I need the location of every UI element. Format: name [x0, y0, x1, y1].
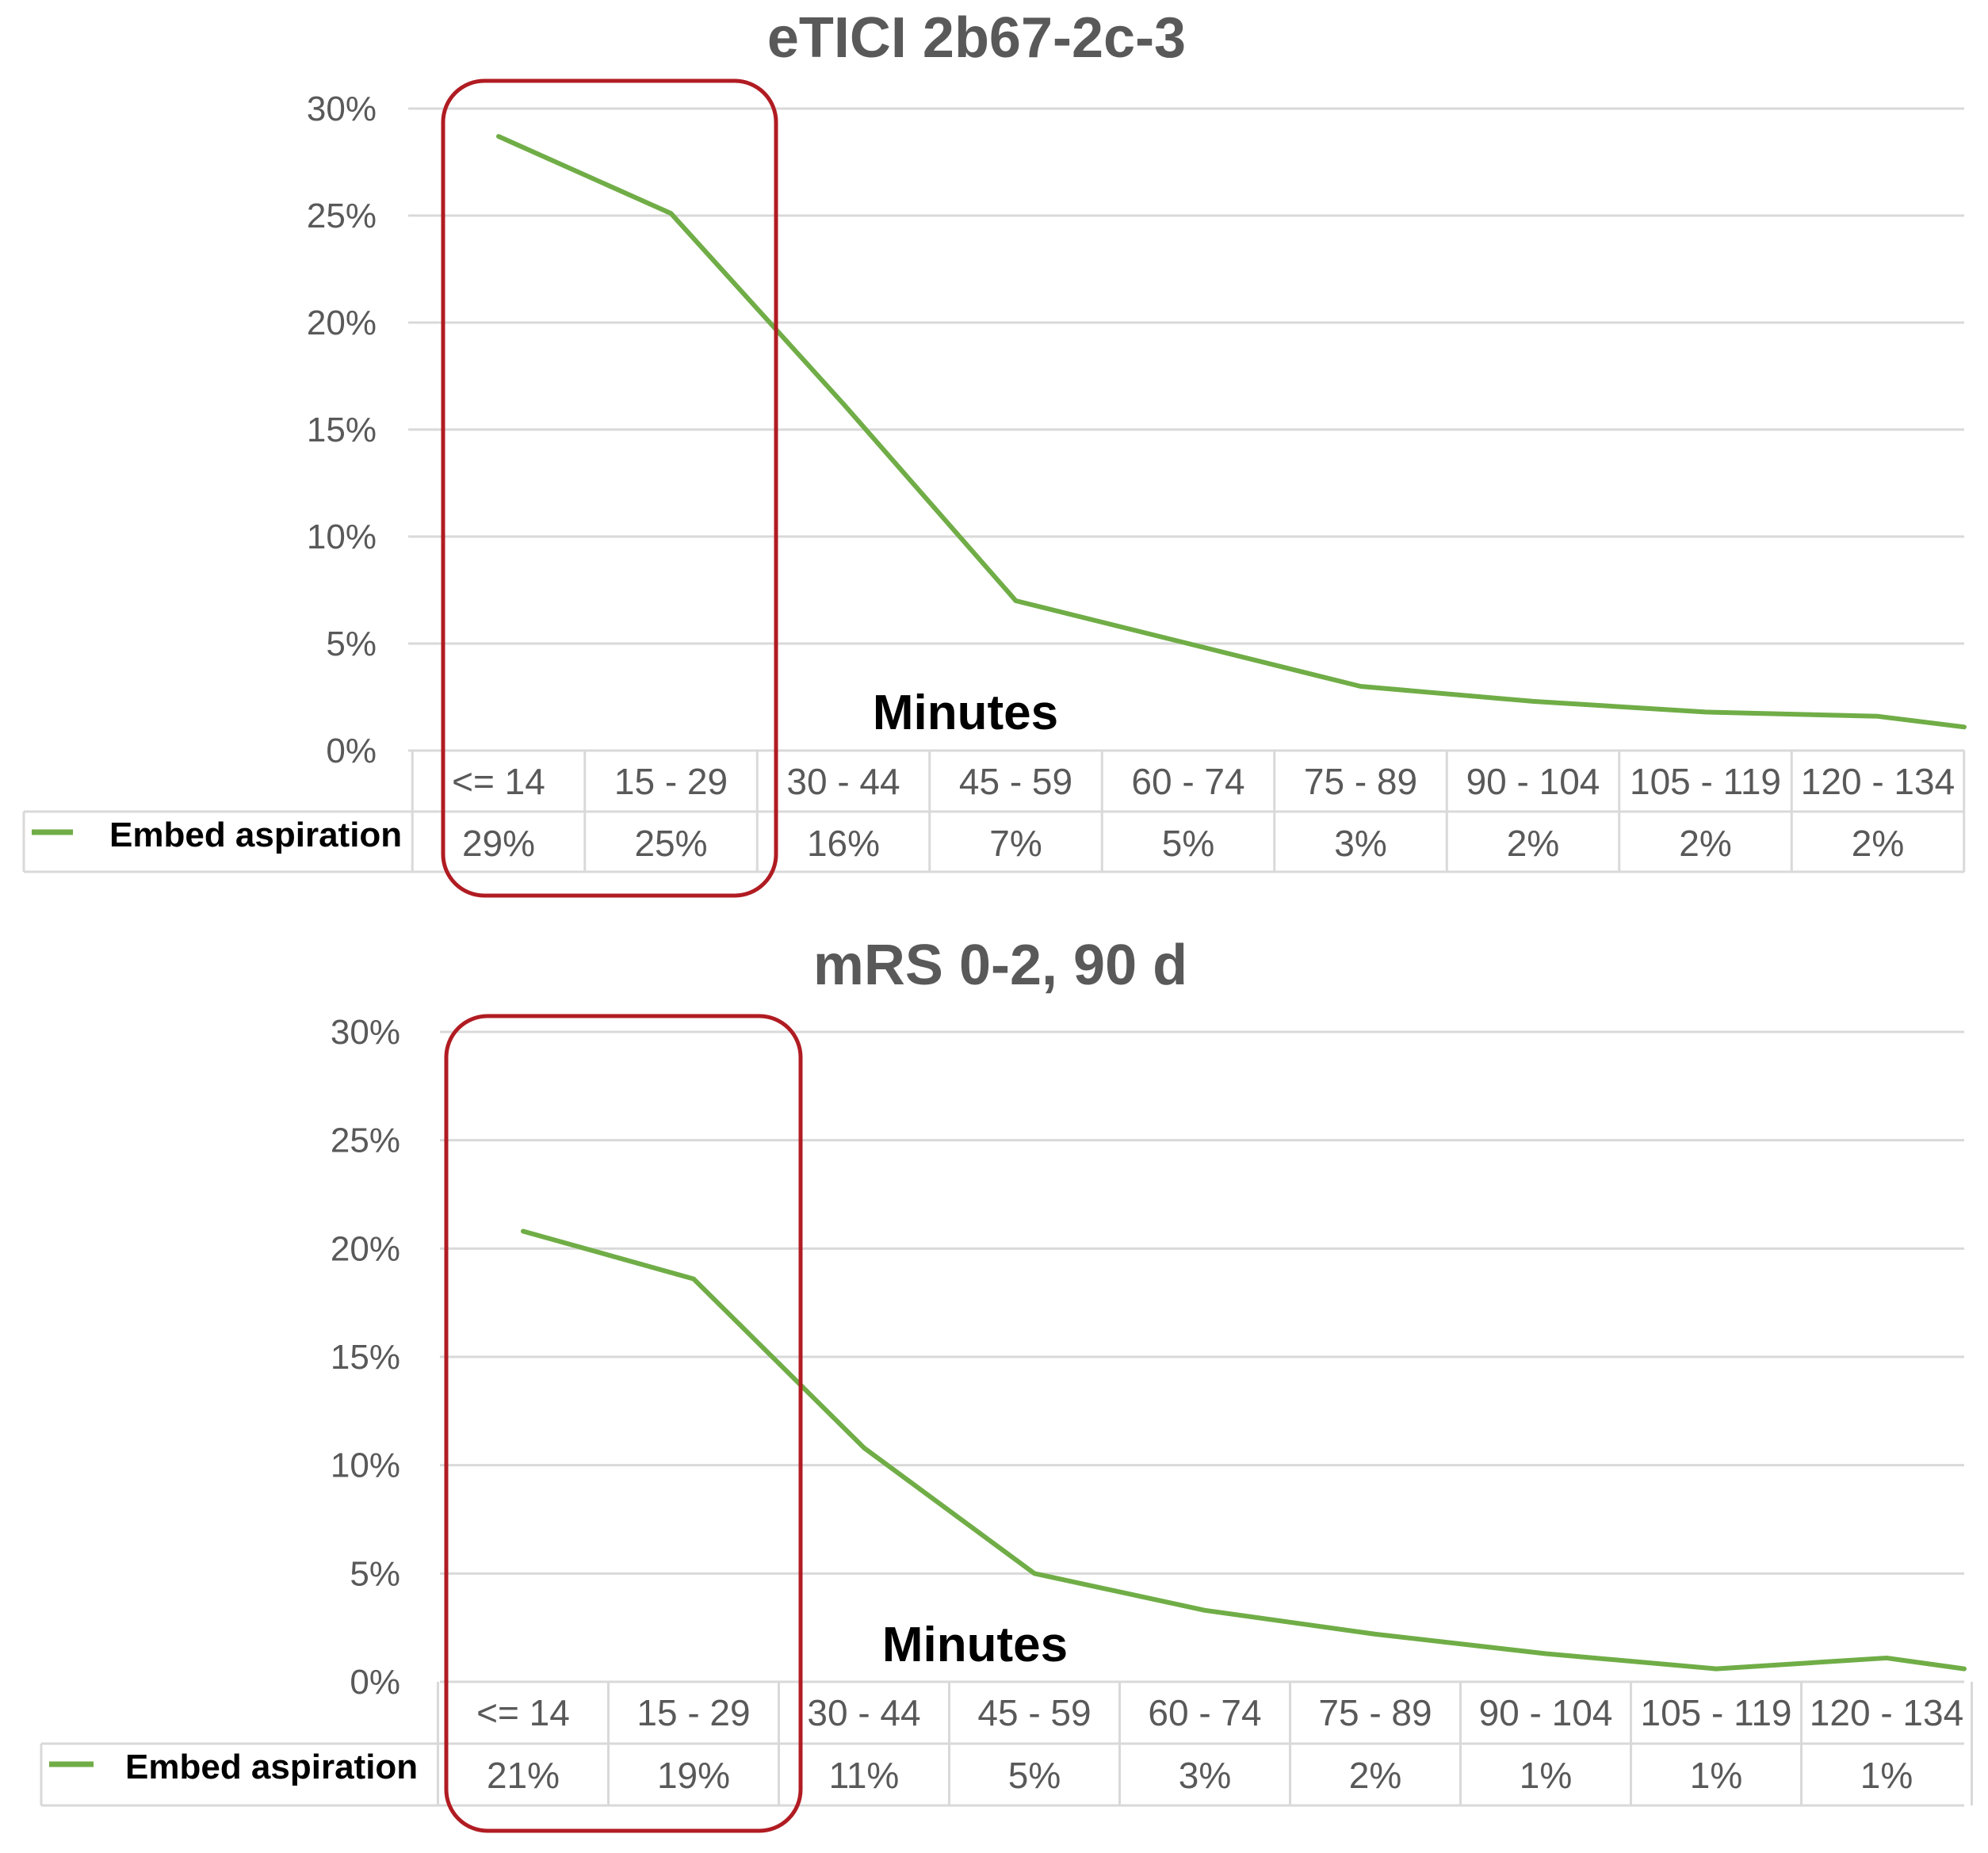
- x-category-label: 105 - 119: [1641, 1692, 1792, 1733]
- x-category-label: 75 - 89: [1318, 1692, 1432, 1733]
- data-table-value: 3%: [1179, 1755, 1231, 1796]
- chart-panel-1: eTICI 2b67-2c-3 30% 25% 20% 15% 10% 5% 0% <= 14 1…: [24, 6, 1964, 896]
- data-table-value: 25%: [634, 823, 707, 864]
- data-table-value: 7%: [989, 823, 1042, 864]
- chart-title: mRS 0-2, 90 d: [813, 934, 1187, 997]
- x-category-label: <= 14: [476, 1692, 570, 1733]
- x-category-label: 60 - 74: [1131, 761, 1244, 802]
- x-category-label: 45 - 59: [977, 1692, 1091, 1733]
- series-line: [499, 136, 1964, 727]
- data-table-value: 1%: [1520, 1755, 1572, 1796]
- y-tick-label: 25%: [307, 197, 377, 235]
- data-table-value: 2%: [1679, 823, 1731, 864]
- data-table-value: 5%: [1008, 1755, 1061, 1796]
- y-tick-label: 5%: [326, 625, 377, 663]
- y-tick-label: 0%: [326, 732, 377, 770]
- x-axis-label: Minutes: [882, 1618, 1068, 1672]
- x-category-label: 15 - 29: [614, 761, 728, 802]
- x-category-label: 90 - 104: [1479, 1692, 1613, 1733]
- y-tick-label: 20%: [331, 1229, 400, 1268]
- data-table-value: 11%: [829, 1755, 900, 1796]
- y-tick-label: 20%: [307, 304, 377, 342]
- data-table-value: 1%: [1860, 1755, 1913, 1796]
- x-category-label: 90 - 104: [1466, 761, 1600, 802]
- data-table-value: 19%: [657, 1755, 730, 1796]
- x-category-label: 75 - 89: [1304, 761, 1417, 802]
- y-tick-label: 30%: [331, 1013, 400, 1052]
- data-table-value: 5%: [1162, 823, 1214, 864]
- data-table-value: 29%: [462, 823, 535, 864]
- chart-panel-2: mRS 0-2, 90 d 30% 25% 20% 15% 10% 5% 0% <= 14 15 …: [41, 934, 1972, 1831]
- y-tick-label: 25%: [331, 1121, 400, 1160]
- y-tick-label: 10%: [307, 518, 377, 556]
- data-table-value: 16%: [807, 823, 880, 864]
- x-category-label: 15 - 29: [637, 1692, 750, 1733]
- x-category-label: 120 - 134: [1810, 1692, 1963, 1733]
- data-table-value: 1%: [1690, 1755, 1742, 1796]
- data-table-value: 2%: [1349, 1755, 1401, 1796]
- x-category-label: 30 - 44: [786, 761, 900, 802]
- legend-label: Embed aspiration: [125, 1748, 418, 1786]
- y-tick-label: 30%: [307, 90, 377, 128]
- legend-label: Embed aspiration: [109, 816, 402, 854]
- y-tick-label: 5%: [350, 1554, 400, 1593]
- x-category-label: 105 - 119: [1630, 761, 1781, 802]
- y-tick-label: 0%: [350, 1663, 400, 1702]
- data-table-value: 21%: [487, 1755, 560, 1796]
- x-category-label: 120 - 134: [1801, 761, 1955, 802]
- data-table-value: 3%: [1334, 823, 1386, 864]
- y-tick-label: 10%: [331, 1446, 400, 1485]
- data-table-value: 2%: [1852, 823, 1904, 864]
- series-line: [523, 1231, 1964, 1668]
- x-category-label: 60 - 74: [1148, 1692, 1261, 1733]
- x-axis-label: Minutes: [873, 686, 1058, 740]
- y-tick-label: 15%: [307, 411, 377, 449]
- x-category-label: <= 14: [452, 761, 545, 802]
- x-category-label: 45 - 59: [959, 761, 1072, 802]
- data-table-value: 2%: [1507, 823, 1559, 864]
- x-category-label: 30 - 44: [807, 1692, 920, 1733]
- y-tick-label: 15%: [331, 1338, 400, 1377]
- chart-title: eTICI 2b67-2c-3: [767, 6, 1186, 70]
